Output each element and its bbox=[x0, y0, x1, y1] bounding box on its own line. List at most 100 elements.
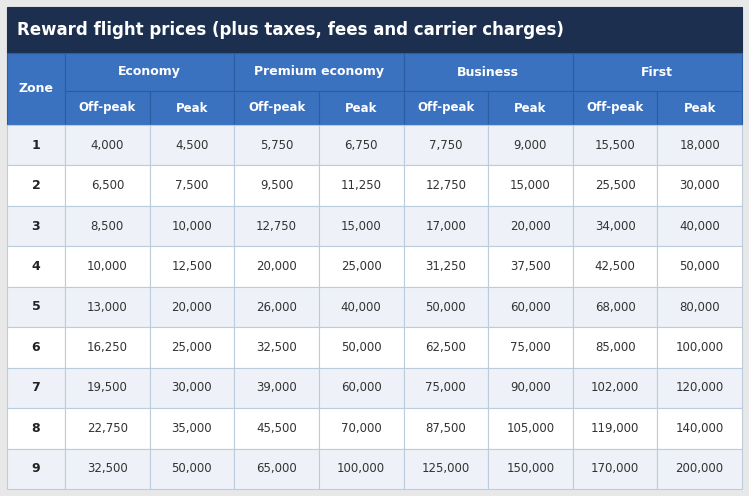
Text: 75,000: 75,000 bbox=[425, 381, 466, 394]
Text: 10,000: 10,000 bbox=[87, 260, 127, 273]
Text: 19,500: 19,500 bbox=[87, 381, 128, 394]
Bar bbox=[488, 166, 573, 206]
Bar bbox=[65, 206, 150, 247]
Bar bbox=[234, 125, 319, 166]
Text: 6,500: 6,500 bbox=[91, 179, 124, 192]
Bar bbox=[65, 125, 150, 166]
Text: 62,500: 62,500 bbox=[425, 341, 466, 354]
Text: 15,000: 15,000 bbox=[510, 179, 551, 192]
Bar bbox=[658, 91, 742, 125]
Bar bbox=[7, 53, 65, 125]
Bar bbox=[234, 91, 319, 125]
Text: 50,000: 50,000 bbox=[679, 260, 720, 273]
Text: 26,000: 26,000 bbox=[256, 301, 297, 313]
Bar bbox=[234, 368, 319, 408]
Text: 120,000: 120,000 bbox=[676, 381, 724, 394]
Bar bbox=[658, 287, 742, 327]
Text: 87,500: 87,500 bbox=[425, 422, 466, 435]
Bar bbox=[150, 408, 234, 448]
Text: Zone: Zone bbox=[19, 82, 53, 96]
Bar bbox=[573, 287, 658, 327]
Text: 15,000: 15,000 bbox=[341, 220, 381, 233]
Bar bbox=[488, 368, 573, 408]
Text: 90,000: 90,000 bbox=[510, 381, 551, 394]
Bar bbox=[7, 7, 742, 53]
Bar bbox=[658, 166, 742, 206]
Bar bbox=[573, 206, 658, 247]
Text: 8: 8 bbox=[31, 422, 40, 435]
Bar bbox=[404, 368, 488, 408]
Bar bbox=[488, 125, 573, 166]
Bar bbox=[65, 368, 150, 408]
Bar bbox=[150, 247, 234, 287]
Text: 40,000: 40,000 bbox=[679, 220, 720, 233]
Text: 17,000: 17,000 bbox=[425, 220, 466, 233]
Bar bbox=[65, 287, 150, 327]
Bar bbox=[65, 166, 150, 206]
Bar bbox=[7, 166, 65, 206]
Bar bbox=[573, 327, 658, 368]
Bar bbox=[658, 247, 742, 287]
Bar bbox=[150, 327, 234, 368]
Text: 50,000: 50,000 bbox=[172, 462, 212, 475]
Text: 50,000: 50,000 bbox=[425, 301, 466, 313]
Text: 85,000: 85,000 bbox=[595, 341, 635, 354]
Text: Peak: Peak bbox=[345, 102, 377, 115]
Text: 37,500: 37,500 bbox=[510, 260, 551, 273]
Text: Peak: Peak bbox=[515, 102, 547, 115]
Bar bbox=[234, 166, 319, 206]
Bar bbox=[234, 327, 319, 368]
Bar bbox=[234, 247, 319, 287]
Text: 50,000: 50,000 bbox=[341, 341, 381, 354]
Bar bbox=[488, 327, 573, 368]
Bar bbox=[234, 53, 404, 91]
Text: 40,000: 40,000 bbox=[341, 301, 381, 313]
Text: 200,000: 200,000 bbox=[676, 462, 724, 475]
Text: 4: 4 bbox=[31, 260, 40, 273]
Text: 70,000: 70,000 bbox=[341, 422, 381, 435]
Bar bbox=[658, 448, 742, 489]
Text: 30,000: 30,000 bbox=[172, 381, 212, 394]
Bar bbox=[319, 91, 404, 125]
Text: 5: 5 bbox=[31, 301, 40, 313]
Text: Business: Business bbox=[457, 65, 519, 78]
Text: 60,000: 60,000 bbox=[341, 381, 381, 394]
Text: 39,000: 39,000 bbox=[256, 381, 297, 394]
Text: 12,750: 12,750 bbox=[256, 220, 297, 233]
Bar bbox=[150, 166, 234, 206]
Bar bbox=[150, 287, 234, 327]
Text: 18,000: 18,000 bbox=[679, 139, 720, 152]
Bar bbox=[7, 408, 65, 448]
Text: 65,000: 65,000 bbox=[256, 462, 297, 475]
Bar bbox=[488, 91, 573, 125]
Text: 140,000: 140,000 bbox=[676, 422, 724, 435]
Bar bbox=[7, 287, 65, 327]
Text: 25,500: 25,500 bbox=[595, 179, 635, 192]
Bar bbox=[404, 166, 488, 206]
Text: 12,500: 12,500 bbox=[172, 260, 213, 273]
Bar bbox=[404, 247, 488, 287]
Text: 125,000: 125,000 bbox=[422, 462, 470, 475]
Bar bbox=[488, 287, 573, 327]
Bar bbox=[234, 287, 319, 327]
Bar bbox=[319, 448, 404, 489]
Text: Premium economy: Premium economy bbox=[254, 65, 384, 78]
Text: 25,000: 25,000 bbox=[172, 341, 212, 354]
Bar bbox=[234, 408, 319, 448]
Bar bbox=[404, 327, 488, 368]
Text: 7,750: 7,750 bbox=[429, 139, 463, 152]
Bar bbox=[573, 448, 658, 489]
Text: 100,000: 100,000 bbox=[337, 462, 385, 475]
Bar bbox=[319, 408, 404, 448]
Text: 3: 3 bbox=[31, 220, 40, 233]
Bar bbox=[404, 287, 488, 327]
Text: 60,000: 60,000 bbox=[510, 301, 551, 313]
Text: 34,000: 34,000 bbox=[595, 220, 635, 233]
Bar bbox=[65, 91, 150, 125]
Bar bbox=[150, 448, 234, 489]
Text: 30,000: 30,000 bbox=[679, 179, 720, 192]
Text: Reward flight prices (plus taxes, fees and carrier charges): Reward flight prices (plus taxes, fees a… bbox=[17, 21, 564, 39]
Bar bbox=[404, 408, 488, 448]
Bar bbox=[319, 287, 404, 327]
Bar bbox=[234, 448, 319, 489]
